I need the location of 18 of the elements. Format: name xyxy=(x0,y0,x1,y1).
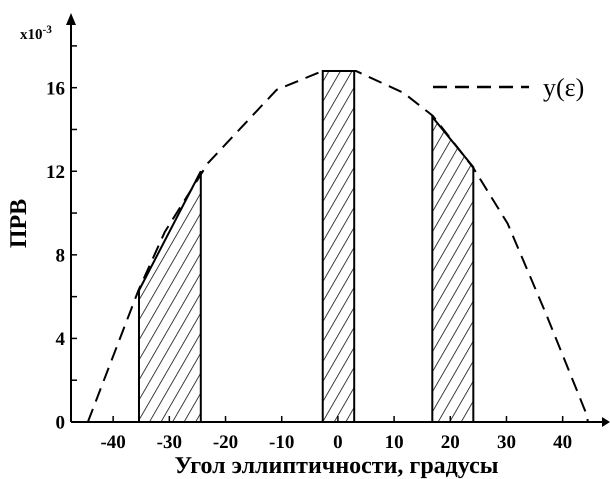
x-tick-label: 10 xyxy=(384,432,404,453)
y-tick-label: 4 xyxy=(56,329,66,350)
legend-label: y(ε) xyxy=(543,73,584,102)
text: x10$^{-3}$ xyxy=(20,24,52,43)
x-tick-label: -20 xyxy=(212,432,238,453)
y-tick-label: 8 xyxy=(56,245,65,266)
y-axis-title: ПРВ xyxy=(6,198,32,248)
x-tick-label: 0 xyxy=(333,432,343,453)
y-tick-label: 16 xyxy=(46,78,65,100)
x-tick-label: -10 xyxy=(269,432,294,453)
y-tick-label: 12 xyxy=(46,162,65,183)
y-tick-label: 0 xyxy=(56,412,65,434)
x-axis-title: Угол эллиптичности, градусы xyxy=(174,453,499,479)
x-tick-label: -30 xyxy=(156,432,182,453)
x-tick-label: 30 xyxy=(496,432,516,453)
x-tick-label: 20 xyxy=(440,432,460,453)
x-tick-label: 40 xyxy=(553,432,572,453)
x-tick-label: -40 xyxy=(100,432,126,453)
